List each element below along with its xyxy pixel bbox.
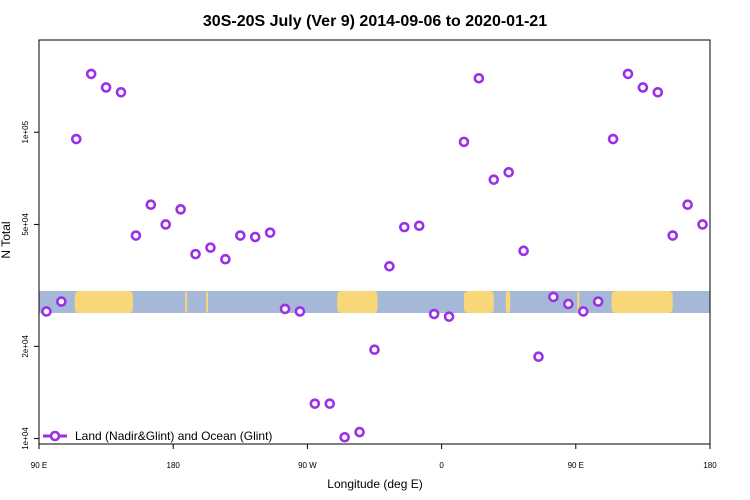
data-point [70, 133, 82, 145]
data-point [563, 298, 574, 310]
data-point [205, 242, 216, 253]
data-point [220, 253, 231, 265]
land-patch [206, 291, 209, 313]
map-strip [39, 291, 710, 313]
data-point [190, 248, 201, 260]
x-axis: 90 E 180 90 W 0 90 E 180 [31, 444, 717, 470]
land-patch [577, 291, 580, 313]
data-point [41, 306, 52, 317]
data-point [160, 219, 172, 230]
data-point [518, 245, 529, 257]
data-point [130, 230, 142, 241]
legend-marker [49, 430, 61, 442]
data-point [488, 174, 500, 185]
x-tick-label: 0 [439, 461, 444, 470]
legend: Land (Nadir&Glint) and Ocean (Glint) [43, 429, 272, 443]
data-points [41, 68, 708, 443]
data-point [264, 227, 276, 238]
y-tick-label: 5e+04 [21, 213, 30, 236]
data-point [652, 86, 664, 98]
data-point [548, 291, 559, 303]
data-point [309, 398, 321, 409]
land-patch [611, 291, 673, 313]
land-patch [505, 291, 511, 313]
data-point [249, 231, 261, 243]
legend-entry: Land (Nadir&Glint) and Ocean (Glint) [75, 429, 272, 443]
land-patch [337, 291, 378, 313]
x-axis-label: Longitude (deg E) [327, 477, 422, 491]
chart-title: 30S-20S July (Ver 9) 2014-09-06 to 2020-… [203, 13, 547, 30]
data-point [384, 261, 395, 272]
data-point [577, 306, 589, 317]
data-point [324, 398, 336, 409]
land-patch [463, 291, 494, 313]
data-point [294, 306, 306, 317]
data-point [622, 68, 634, 80]
data-point [637, 82, 649, 93]
data-point [279, 303, 291, 315]
data-point [369, 344, 380, 356]
data-point [607, 133, 619, 145]
y-tick-label: 1e+04 [21, 427, 30, 450]
y-tick-label: 1e+05 [21, 120, 30, 143]
data-point [56, 296, 67, 307]
data-point [145, 199, 157, 210]
x-tick-label: 180 [703, 461, 717, 470]
plot-frame [38, 39, 711, 445]
data-point [533, 351, 544, 363]
data-point [682, 199, 693, 210]
data-point [413, 220, 425, 232]
data-point [235, 230, 246, 241]
data-point [697, 219, 708, 230]
x-tick-label: 90 E [568, 461, 584, 470]
data-point [100, 82, 112, 93]
y-axis: 1e+04 2e+04 5e+04 1e+05 [21, 120, 39, 450]
data-point [503, 166, 515, 178]
x-tick-label: 180 [167, 461, 181, 470]
land-patch [185, 291, 188, 313]
data-point [85, 68, 97, 80]
y-axis-label: N Total [0, 221, 13, 258]
data-point [115, 86, 127, 98]
y-tick-label: 2e+04 [21, 335, 30, 358]
data-point [354, 426, 365, 438]
data-point [592, 296, 604, 307]
data-point [175, 204, 186, 215]
data-point [458, 136, 470, 148]
data-point [473, 72, 485, 84]
data-point [667, 230, 679, 241]
x-tick-label: 90 E [31, 461, 47, 470]
data-point [339, 431, 350, 443]
data-point [428, 308, 440, 320]
land-patch [74, 291, 133, 313]
data-point [443, 311, 455, 322]
data-point [399, 221, 410, 233]
x-tick-label: 90 W [298, 461, 317, 470]
